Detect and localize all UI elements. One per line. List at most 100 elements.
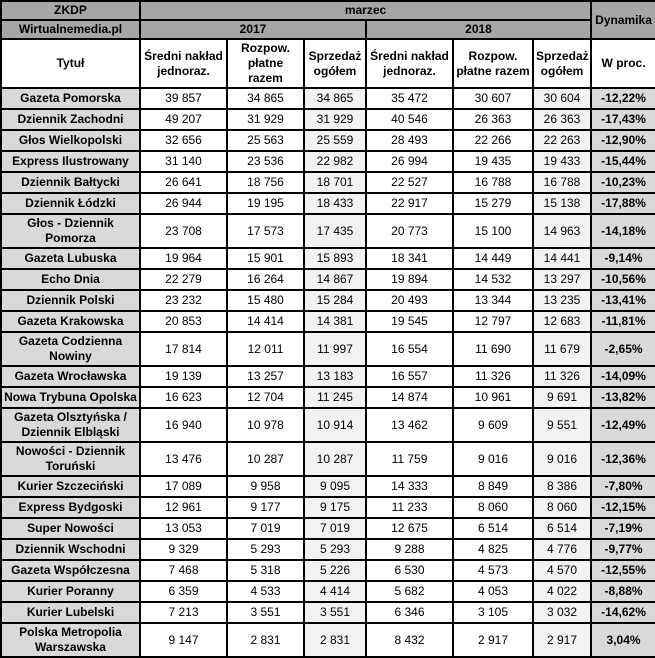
value-2018-paid-distribution: 4 053 xyxy=(452,580,534,603)
dynamics-percent: 3,04% xyxy=(590,622,655,658)
table-row: Dziennik Polski 23 232 15 480 15 284 20 … xyxy=(0,289,655,312)
value-2018-avg-circulation: 18 341 xyxy=(365,247,454,270)
value-2017-paid-distribution: 34 865 xyxy=(226,87,305,110)
dynamics-percent: -12,22% xyxy=(590,87,655,110)
value-2018-paid-distribution: 8 849 xyxy=(452,475,534,498)
value-2018-total-sales: 14 441 xyxy=(531,247,593,270)
value-2017-total-sales: 9 175 xyxy=(303,496,367,519)
value-2017-avg-circulation: 9 329 xyxy=(139,538,228,561)
table-row: Głos Wielkopolski 32 656 25 563 25 559 2… xyxy=(0,129,655,152)
value-2018-paid-distribution: 13 344 xyxy=(452,289,534,312)
value-2018-total-sales: 13 297 xyxy=(531,268,593,291)
value-2017-paid-distribution: 23 536 xyxy=(226,150,305,173)
value-2018-paid-distribution: 15 100 xyxy=(452,213,534,249)
newspaper-title: Dziennik Bałtycki xyxy=(0,171,141,194)
value-2017-avg-circulation: 49 207 xyxy=(139,108,228,131)
value-2018-paid-distribution: 26 363 xyxy=(452,108,534,131)
value-2018-avg-circulation: 28 493 xyxy=(365,129,454,152)
table-row: Super Nowości 13 053 7 019 7 019 12 675 … xyxy=(0,517,655,540)
dynamics-percent: -15,44% xyxy=(590,150,655,173)
value-2017-paid-distribution: 13 257 xyxy=(226,365,305,388)
table-row: Głos - Dziennik Pomorza 23 708 17 573 17… xyxy=(0,213,655,249)
value-2017-avg-circulation: 22 279 xyxy=(139,268,228,291)
col-header-2018-total-sales: Sprzedaż ogółem xyxy=(531,38,593,89)
dynamics-percent: -13,82% xyxy=(590,386,655,409)
value-2018-paid-distribution: 4 573 xyxy=(452,559,534,582)
newspaper-title: Gazeta Olsztyńska / Dziennik Elbląski xyxy=(0,407,141,443)
col-header-2017-avg-circulation: Średni nakład jednoraz. xyxy=(139,38,228,89)
value-2018-avg-circulation: 14 333 xyxy=(365,475,454,498)
value-2017-avg-circulation: 20 853 xyxy=(139,310,228,333)
newspaper-title: Kurier Szczeciński xyxy=(0,475,141,498)
value-2018-avg-circulation: 13 462 xyxy=(365,407,454,443)
value-2017-total-sales: 5 226 xyxy=(303,559,367,582)
table-row: Nowa Trybuna Opolska 16 623 12 704 11 24… xyxy=(0,386,655,409)
value-2017-avg-circulation: 16 623 xyxy=(139,386,228,409)
value-2018-total-sales: 8 386 xyxy=(531,475,593,498)
value-2017-avg-circulation: 32 656 xyxy=(139,129,228,152)
value-2018-paid-distribution: 22 266 xyxy=(452,129,534,152)
value-2017-paid-distribution: 2 831 xyxy=(226,622,305,658)
table-row: Gazeta Wrocławska 19 139 13 257 13 183 1… xyxy=(0,365,655,388)
value-2017-total-sales: 13 183 xyxy=(303,365,367,388)
dynamics-percent: -17,88% xyxy=(590,192,655,215)
value-2017-total-sales: 17 435 xyxy=(303,213,367,249)
value-2017-avg-circulation: 26 944 xyxy=(139,192,228,215)
value-2018-paid-distribution: 16 788 xyxy=(452,171,534,194)
value-2018-paid-distribution: 6 514 xyxy=(452,517,534,540)
value-2018-avg-circulation: 9 288 xyxy=(365,538,454,561)
newspaper-title: Gazeta Krakowska xyxy=(0,310,141,333)
value-2018-avg-circulation: 11 233 xyxy=(365,496,454,519)
value-2018-paid-distribution: 11 326 xyxy=(452,365,534,388)
value-2017-avg-circulation: 19 139 xyxy=(139,365,228,388)
newspaper-title: Kurier Lubelski xyxy=(0,601,141,624)
value-2017-total-sales: 14 381 xyxy=(303,310,367,333)
col-header-2017-paid-distribution: Rozpow. płatne razem xyxy=(226,38,305,89)
table-row: Echo Dnia 22 279 16 264 14 867 19 894 14… xyxy=(0,268,655,291)
value-2018-total-sales: 3 032 xyxy=(531,601,593,624)
newspaper-title: Głos - Dziennik Pomorza xyxy=(0,213,141,249)
year-2017-header: 2017 xyxy=(139,19,367,40)
value-2017-avg-circulation: 26 641 xyxy=(139,171,228,194)
value-2018-paid-distribution: 11 690 xyxy=(452,331,534,367)
value-2018-total-sales: 30 604 xyxy=(531,87,593,110)
value-2017-avg-circulation: 19 964 xyxy=(139,247,228,270)
dynamics-percent: -12,90% xyxy=(590,129,655,152)
header-row-top: ZKDP marzec Dynamika xyxy=(0,0,655,40)
value-2017-paid-distribution: 12 011 xyxy=(226,331,305,367)
dynamics-percent: -7,80% xyxy=(590,475,655,498)
value-2018-paid-distribution: 4 825 xyxy=(452,538,534,561)
newspaper-title: Express Bydgoski xyxy=(0,496,141,519)
value-2018-total-sales: 6 514 xyxy=(531,517,593,540)
dynamics-percent: -14,09% xyxy=(590,365,655,388)
newspaper-title: Kurier Poranny xyxy=(0,580,141,603)
dynamics-percent: -11,81% xyxy=(590,310,655,333)
value-2017-paid-distribution: 3 551 xyxy=(226,601,305,624)
value-2017-avg-circulation: 17 814 xyxy=(139,331,228,367)
header-row-metrics: Tytuł Średni nakład jednoraz. Rozpow. pł… xyxy=(0,38,655,89)
value-2017-total-sales: 11 997 xyxy=(303,331,367,367)
value-2017-paid-distribution: 15 901 xyxy=(226,247,305,270)
dynamics-header: Dynamika xyxy=(590,0,655,40)
title-column-header: Tytuł xyxy=(0,38,141,89)
newspaper-title: Dziennik Wschodni xyxy=(0,538,141,561)
newspaper-title: Nowa Trybuna Opolska xyxy=(0,386,141,409)
value-2018-paid-distribution: 8 060 xyxy=(452,496,534,519)
value-2018-avg-circulation: 5 682 xyxy=(365,580,454,603)
table-row: Dziennik Zachodni 49 207 31 929 31 929 4… xyxy=(0,108,655,131)
value-2017-avg-circulation: 9 147 xyxy=(139,622,228,658)
table-row: Nowości - Dziennik Toruński 13 476 10 28… xyxy=(0,441,655,477)
dynamics-percent: -14,18% xyxy=(590,213,655,249)
value-2017-avg-circulation: 17 089 xyxy=(139,475,228,498)
value-2018-paid-distribution: 15 279 xyxy=(452,192,534,215)
header-row-years: Wirtualnemedia.pl 2017 2018 xyxy=(0,19,655,40)
newspaper-title: Głos Wielkopolski xyxy=(0,129,141,152)
value-2018-total-sales: 4 776 xyxy=(531,538,593,561)
table-row: Gazeta Krakowska 20 853 14 414 14 381 19… xyxy=(0,310,655,333)
value-2018-avg-circulation: 16 554 xyxy=(365,331,454,367)
value-2017-avg-circulation: 16 940 xyxy=(139,407,228,443)
value-2018-paid-distribution: 2 917 xyxy=(452,622,534,658)
dynamics-percent: -2,65% xyxy=(590,331,655,367)
dynamics-percent: -12,15% xyxy=(590,496,655,519)
table-row: Gazeta Współczesna 7 468 5 318 5 226 6 5… xyxy=(0,559,655,582)
